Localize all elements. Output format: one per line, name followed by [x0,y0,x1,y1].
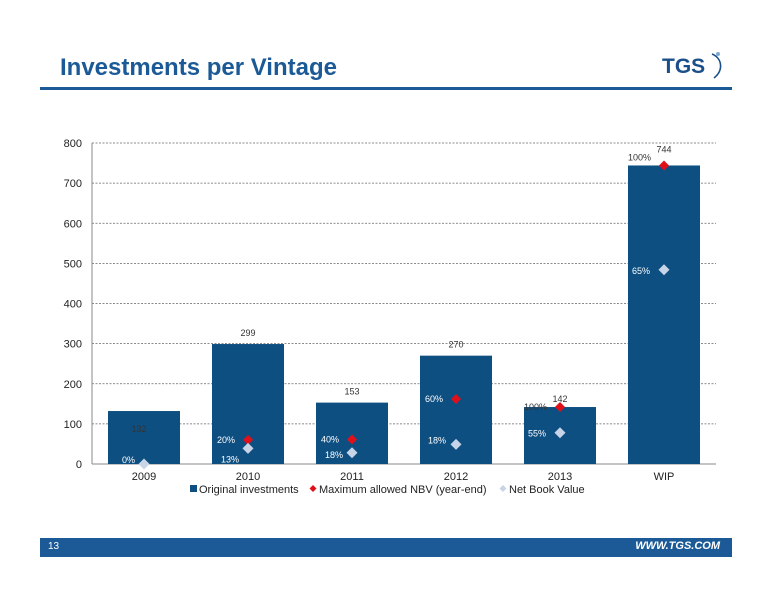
max-nbv-label: 40% [321,435,339,445]
max-nbv-label: 100% [524,402,547,412]
max-nbv-point [659,160,669,171]
nbv-label: 13% [221,454,239,464]
tgs-logo: TGS [662,52,722,79]
x-tick-label: 2010 [236,471,260,483]
nbv-point [346,447,358,459]
x-tick-label: 2013 [548,471,572,483]
title-rule [40,87,732,90]
max-nbv-point [555,402,565,413]
legend-label-original: Original investments [199,484,299,496]
nbv-point [138,458,150,470]
footer-bar: 13 WWW.TGS.COM [40,538,732,557]
y-tick-label: 400 [64,299,82,311]
nbv-point [554,427,566,439]
y-tick-label: 700 [64,178,82,190]
nbv-point [658,264,670,276]
x-tick-label: WIP [654,471,675,483]
bar-value-label: 744 [656,144,671,154]
bar-value-label: 270 [448,340,463,350]
y-tick-label: 0 [76,459,82,471]
page-number: 13 [48,541,60,552]
legend-swatch-max-nbv [309,485,317,492]
footer-url: WWW.TGS.COM [635,540,720,552]
legend-label-max-nbv: Maximum allowed NBV (year-end) [319,484,487,496]
nbv-label: 65% [632,266,650,276]
nbv-label: 18% [428,435,446,445]
nbv-label: 18% [325,450,343,460]
nbv-label: 0% [122,455,135,465]
max-nbv-point [243,434,253,445]
bar-value-label: 142 [552,394,567,404]
nbv-point [242,442,254,454]
y-tick-label: 500 [64,258,82,270]
max-nbv-label: 60% [425,394,443,404]
logo-text: TGS [662,55,705,78]
nbv-label: 55% [528,429,546,439]
y-tick-label: 600 [64,218,82,230]
legend-label-nbv: Net Book Value [509,484,585,496]
max-nbv-label: 100% [628,152,651,162]
max-nbv-label: 20% [217,435,235,445]
investments-chart: 0 100 200 300 400 500 600 700 800 132 299 153 270 142… [64,138,716,496]
y-tick-label: 300 [64,339,82,351]
y-tick-label: 800 [64,138,82,150]
x-tick-label: 2011 [340,471,364,483]
nbv-point [450,438,462,450]
max-nbv-point [451,393,461,404]
x-tick-label: 2012 [444,471,468,483]
max-nbv-point [347,434,357,445]
bar-value-label: 132 [131,424,146,434]
x-tick-label: 2009 [132,471,156,483]
page-title: Investments per Vintage [60,54,337,81]
bar-2009 [108,411,180,464]
bar-WIP [628,165,700,464]
legend-swatch-nbv [499,485,507,492]
y-tick-label: 100 [64,419,82,431]
legend-swatch-original [190,485,197,492]
y-tick-label: 200 [64,379,82,391]
bar-value-label: 299 [240,328,255,338]
bar-value-label: 153 [344,387,359,397]
